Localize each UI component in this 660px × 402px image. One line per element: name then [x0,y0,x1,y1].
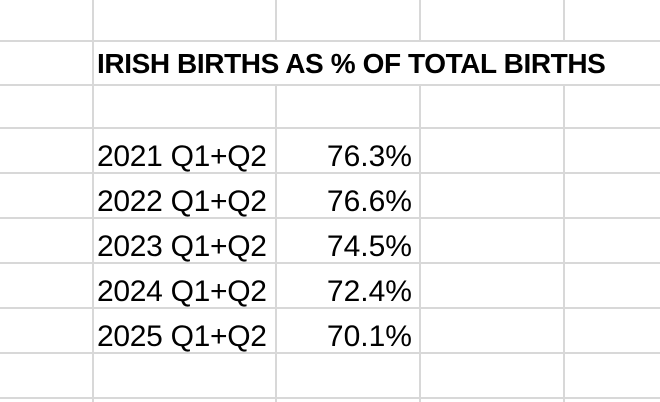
period-cell[interactable]: 2022 Q1+Q2 [97,185,267,218]
gridline-horizontal [0,127,660,129]
period-cell[interactable]: 2021 Q1+Q2 [97,140,267,173]
gridline-horizontal [0,397,660,399]
gridline-horizontal [0,40,660,42]
value-cell[interactable]: 74.5% [326,230,412,263]
period-cell[interactable]: 2023 Q1+Q2 [97,230,267,263]
gridline-horizontal [0,172,660,174]
gridline-vertical [419,84,421,402]
value-cell[interactable]: 70.1% [326,320,412,353]
gridline-vertical [92,0,94,402]
gridline-vertical [275,84,277,402]
gridline-horizontal [0,84,660,86]
gridline-horizontal [0,352,660,354]
period-cell[interactable]: 2024 Q1+Q2 [97,275,267,308]
value-cell[interactable]: 76.3% [326,140,412,173]
period-cell[interactable]: 2025 Q1+Q2 [97,320,267,353]
gridline-horizontal [0,307,660,309]
gridline-vertical [563,84,565,402]
title-cell[interactable]: IRISH BIRTHS AS % OF TOTAL BIRTHS [97,48,606,79]
gridline-horizontal [0,262,660,264]
gridline-vertical [419,0,421,40]
value-cell[interactable]: 76.6% [326,185,412,218]
value-cell[interactable]: 72.4% [326,275,412,308]
gridline-vertical [563,0,565,40]
gridline-horizontal [0,217,660,219]
gridline-vertical [275,0,277,40]
